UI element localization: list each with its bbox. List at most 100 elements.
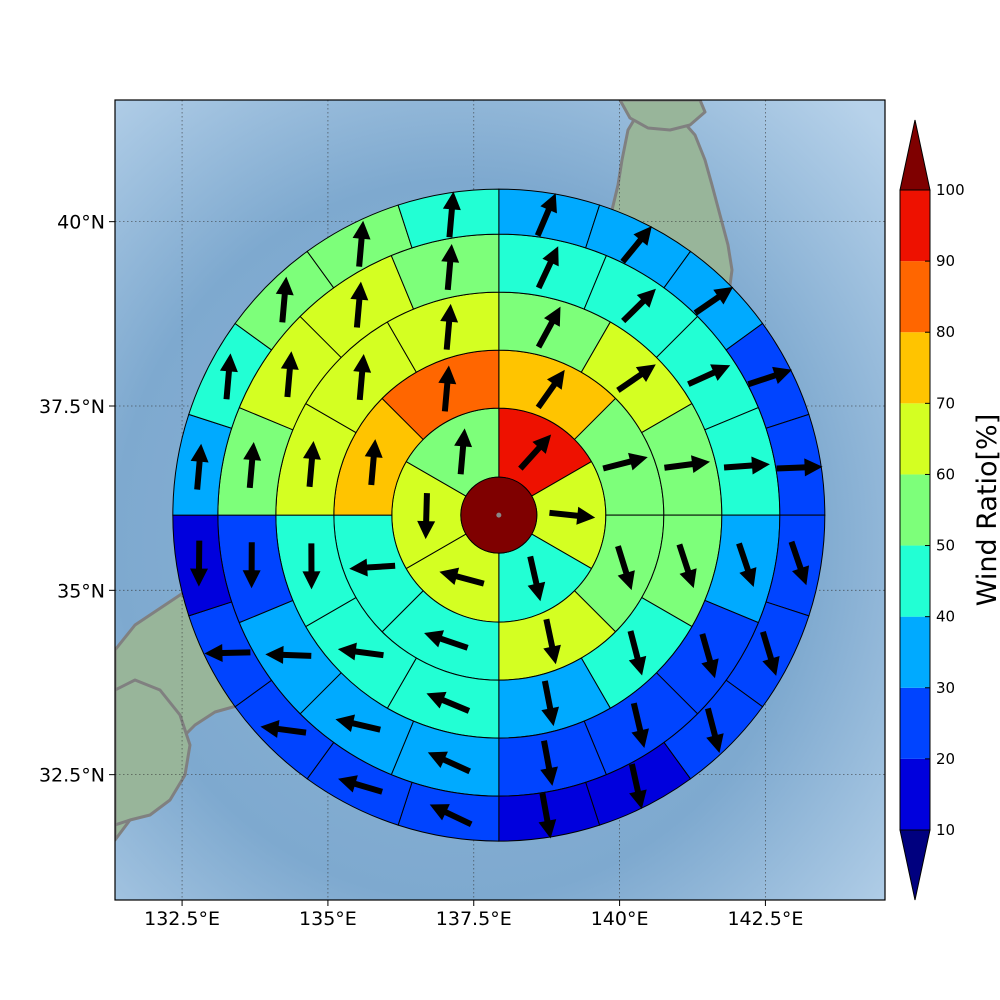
- colorbar-tick-label: 90: [936, 252, 955, 270]
- x-axis-ticks: 132.5°E 135°E 137.5°E 140°E 142.5°E: [144, 900, 803, 930]
- wind-arrow: [265, 645, 312, 664]
- colorbar-segment: [900, 616, 930, 688]
- wind-arrow: [338, 775, 383, 795]
- map-axes: 132.5°E 135°E 137.5°E 140°E 142.5°E 32.5°N 35…: [39, 99, 886, 930]
- colorbar-segment: [900, 261, 930, 333]
- kyushu-land: [115, 678, 192, 827]
- y-tick-label: 32.5°N: [39, 765, 105, 787]
- center-point: [496, 512, 502, 518]
- wind-arrow: [280, 351, 299, 398]
- sector-layer: [172, 188, 826, 842]
- colorbar-over-extension: [899, 119, 931, 191]
- wind-arrow: [538, 792, 557, 839]
- wind-arrow: [302, 543, 321, 590]
- colorbar-segment: [900, 474, 930, 546]
- wind-arrow: [243, 442, 262, 489]
- wind-arrow: [541, 680, 560, 727]
- wind-arrow: [535, 306, 561, 349]
- wind-arrow: [353, 354, 372, 401]
- colorbar-under-extension: [899, 829, 931, 901]
- colorbar-tick-label: 80: [936, 323, 955, 341]
- axes-frame: [114, 99, 886, 901]
- wind-arrow: [788, 540, 810, 586]
- wind-arrow: [441, 244, 460, 291]
- wind-arrow: [723, 456, 770, 475]
- wind-arrow: [275, 276, 294, 323]
- colorbar-tick-label: 50: [936, 537, 955, 555]
- wind-arrow: [454, 428, 473, 475]
- colorbar-segment: [900, 545, 930, 617]
- wind-arrow: [350, 281, 369, 328]
- colorbar-segment: [900, 403, 930, 475]
- x-tick-label: 135°E: [299, 908, 357, 930]
- wind-arrow: [190, 540, 209, 587]
- x-tick-label: 140°E: [591, 908, 649, 930]
- wind-arrow: [438, 365, 457, 412]
- colorbar-segment: [900, 687, 930, 759]
- wind-arrow: [543, 618, 561, 665]
- colorbar-tick-label: 40: [936, 608, 955, 626]
- colorbar-tick-label: 10: [936, 821, 955, 839]
- wind-arrow: [616, 364, 656, 393]
- hokkaido-land: [618, 100, 707, 132]
- wind-arrow: [535, 246, 559, 290]
- wind-arrow: [260, 720, 307, 738]
- wind-arrow: [534, 193, 557, 237]
- wind-arrow: [352, 220, 371, 267]
- wind-arrow: [693, 286, 734, 316]
- wind-arrow: [219, 353, 238, 400]
- wind-arrow: [704, 707, 724, 753]
- wind-arrow: [535, 369, 565, 410]
- wind-arrow: [417, 493, 436, 540]
- wind-arrow: [518, 434, 552, 471]
- colorbar-tick-label: 20: [936, 750, 955, 768]
- x-tick-label: 132.5°E: [144, 908, 220, 930]
- colorbar-tick-label: 70: [936, 394, 955, 412]
- wind-arrow: [736, 542, 757, 588]
- wind-arrow: [442, 191, 461, 238]
- colorbar-tick-label: 30: [936, 679, 955, 697]
- wind-arrow: [335, 714, 381, 733]
- wind-arrow: [424, 630, 469, 651]
- colorbar-label: Wind Ratio[%]: [972, 414, 1000, 606]
- wind-arrow: [337, 642, 384, 661]
- wind-arrow: [303, 440, 321, 488]
- wind-arrow: [440, 303, 459, 350]
- wind-arrow: [602, 452, 648, 472]
- y-tick-label: 37.5°N: [39, 396, 105, 418]
- y-axis-ticks: 32.5°N 35°N 37.5°N 40°N: [39, 212, 115, 787]
- wind-arrow: [760, 630, 780, 676]
- wind-arrow: [242, 542, 261, 589]
- wind-arrow: [628, 763, 647, 809]
- wind-arrow: [527, 555, 546, 602]
- y-tick-label: 35°N: [57, 580, 105, 602]
- x-tick-label: 137.5°E: [436, 908, 512, 930]
- wind-arrow: [747, 366, 793, 388]
- wind-arrow: [549, 506, 596, 525]
- wind-arrow: [620, 226, 652, 264]
- wind-arrow: [621, 288, 656, 324]
- colorbar-segment: [900, 190, 930, 262]
- wind-arrow: [699, 633, 719, 679]
- wind-arrow: [776, 458, 823, 477]
- wind-arrow: [540, 740, 558, 786]
- arrow-layer: [190, 191, 823, 839]
- wind-arrow: [426, 691, 471, 714]
- wind-arrow: [664, 455, 711, 474]
- wind-arrow: [439, 567, 485, 587]
- colorbar-tick-label: 100: [936, 181, 965, 199]
- colorbar-tick-label: 60: [936, 465, 955, 483]
- wind-arrow: [427, 751, 471, 775]
- colorbar-segment: [900, 332, 930, 404]
- wind-arrow: [364, 439, 383, 486]
- wind-arrow: [190, 443, 209, 490]
- wind-arrow: [349, 558, 396, 577]
- colorbar-segment: [900, 758, 930, 830]
- wind-arrow: [630, 702, 649, 749]
- y-tick-label: 40°N: [57, 212, 105, 234]
- wind-arrow: [627, 630, 647, 676]
- wind-arrow: [204, 644, 251, 663]
- wind-arrow: [615, 545, 635, 591]
- wind-arrow: [676, 543, 697, 589]
